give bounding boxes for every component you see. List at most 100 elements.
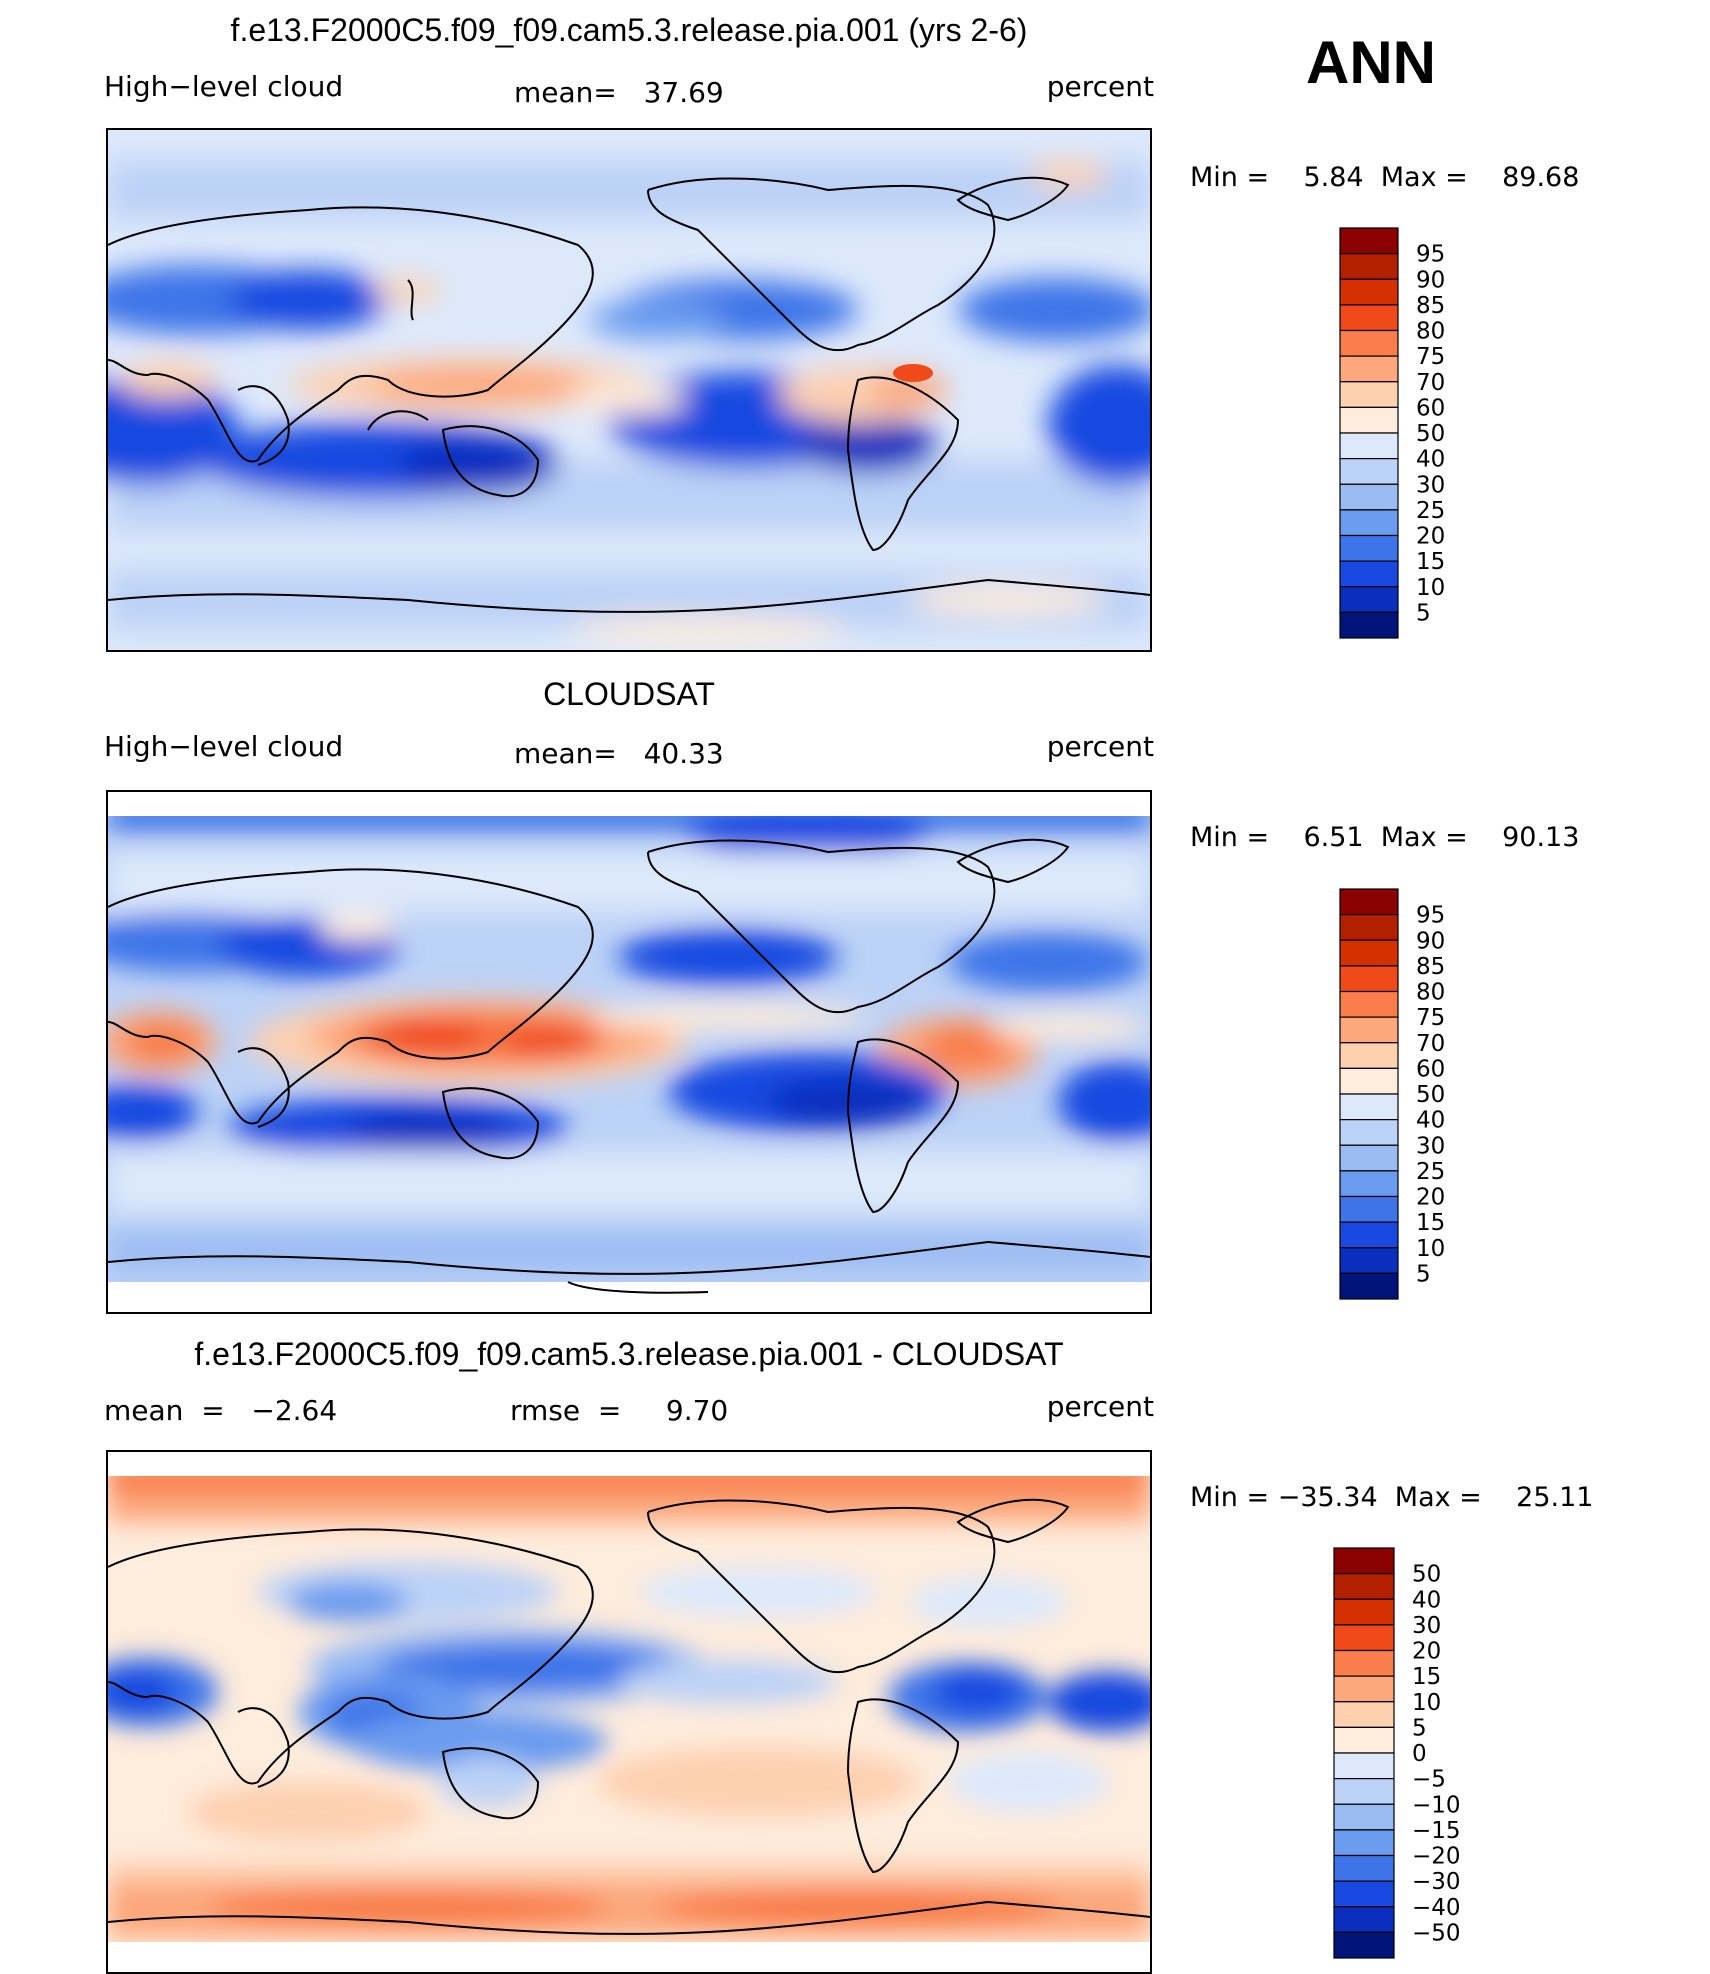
panel-3-mean-label: mean = −2.64	[104, 1394, 338, 1427]
colorbar-swatch	[1339, 1042, 1399, 1069]
colorbar-tick-label: 60	[1416, 395, 1445, 421]
colorbar-tick-label: 5	[1416, 600, 1431, 626]
colorbar-swatch	[1339, 406, 1399, 434]
colorbar-tick-label: 20	[1412, 1639, 1441, 1665]
colorbar-swatch	[1333, 1829, 1395, 1857]
colorbar-tick-label: 75	[1416, 1005, 1445, 1031]
colorbar-swatch	[1339, 1247, 1399, 1274]
colorbar-tick-label: 5	[1416, 1261, 1431, 1287]
colorbar-swatch	[1333, 1931, 1395, 1959]
colorbar-swatch	[1339, 611, 1399, 639]
colorbar-tick-label: 15	[1416, 549, 1445, 575]
colorbar-swatch	[1333, 1573, 1395, 1600]
panel-3-title: f.e13.F2000C5.f09_f09.cam5.3.release.pia…	[194, 1336, 1064, 1372]
colorbar-swatch	[1333, 1649, 1395, 1677]
panel-3-map	[106, 1450, 1152, 1974]
colorbar-swatch	[1333, 1752, 1395, 1780]
colorbar-swatch	[1333, 1880, 1395, 1908]
colorbar-tick-label: 15	[1416, 1210, 1445, 1236]
colorbar-tick-label: 40	[1416, 447, 1445, 473]
colorbar-tick-label: 50	[1412, 1562, 1441, 1588]
panel-3-coastlines	[108, 1498, 1150, 1935]
colorbar-swatch	[1333, 1624, 1395, 1652]
panel-3-colorbar: 50 40 30 20 15 10 5 0 −5 −10 −15 −20 −30 −40 −50	[1333, 1547, 1461, 1969]
colorbar-tick-label: 40	[1412, 1587, 1441, 1613]
colorbar-tick-label: 20	[1416, 1185, 1445, 1211]
colorbar-tick-label: 30	[1412, 1613, 1441, 1639]
colorbar-tick-label: 0	[1412, 1741, 1427, 1767]
colorbar-tick-label: 5	[1412, 1715, 1427, 1741]
colorbar-tick-label: 10	[1416, 1236, 1445, 1262]
colorbar-swatch	[1339, 355, 1399, 383]
colorbar-swatch	[1339, 1144, 1399, 1172]
colorbar-swatch	[1339, 1119, 1399, 1146]
colorbar-tick-label: 50	[1416, 1082, 1445, 1108]
colorbar-swatch	[1339, 965, 1399, 993]
colorbar-tick-label: 30	[1416, 1133, 1445, 1159]
colorbar-tick-label: 90	[1416, 928, 1445, 954]
panel-2-colorbar: 95 90 85 80 75 70 60 50 40 30 25 20 15 10 5	[1339, 888, 1445, 1310]
colorbar-swatch	[1339, 381, 1399, 408]
colorbar-swatch	[1333, 1906, 1395, 1933]
colorbar-swatch	[1333, 1547, 1395, 1575]
colorbar-tick-label: 15	[1412, 1664, 1441, 1690]
colorbar-tick-label: 80	[1416, 980, 1445, 1006]
colorbar-swatch	[1339, 534, 1399, 562]
colorbar-tick-label: 10	[1412, 1690, 1441, 1716]
colorbar-tick-label: 70	[1416, 370, 1445, 396]
panel-2-field	[108, 816, 1150, 1272]
colorbar-swatch	[1339, 939, 1399, 967]
colorbar-tick-label: 50	[1416, 421, 1445, 447]
colorbar-swatch	[1333, 1675, 1395, 1703]
season-label: ANN	[1306, 29, 1436, 96]
colorbar-swatch	[1339, 329, 1399, 357]
colorbar-tick-label: −5	[1412, 1767, 1446, 1793]
colorbar-tick-label: 40	[1416, 1108, 1445, 1134]
panel-1-map-svg	[108, 130, 1150, 650]
colorbar-tick-label: −50	[1412, 1920, 1461, 1946]
colorbar-tick-label: 10	[1416, 575, 1445, 601]
colorbar-swatch	[1333, 1854, 1395, 1882]
colorbar-swatch	[1333, 1778, 1395, 1805]
colorbar-tick-label: −40	[1412, 1895, 1461, 1921]
colorbar-tick-label: 25	[1416, 1159, 1445, 1185]
colorbar-swatch	[1339, 586, 1399, 613]
colorbar-swatch	[1339, 990, 1399, 1018]
panel-1-mean-label: mean= 37.69	[514, 76, 724, 109]
colorbar-swatch	[1333, 1803, 1395, 1831]
colorbar-swatch	[1339, 304, 1399, 332]
colorbar-swatch	[1339, 253, 1399, 280]
colorbar-swatch	[1339, 1170, 1399, 1198]
colorbar-tick-label: 60	[1416, 1056, 1445, 1082]
panel-3-rmse-label: rmse = 9.70	[510, 1394, 729, 1427]
panel-3-units-label: percent	[1046, 1390, 1154, 1423]
colorbar-swatch	[1339, 278, 1399, 306]
colorbar-tick-label: 75	[1416, 344, 1445, 370]
colorbar-tick-label: 85	[1416, 293, 1445, 319]
panel-1-map	[106, 128, 1152, 652]
panel-1-title: f.e13.F2000C5.f09_f09.cam5.3.release.pia…	[230, 12, 1028, 48]
colorbar-swatch	[1339, 888, 1399, 916]
panel-2-field-area	[108, 816, 1150, 1282]
panel-3-map-svg	[108, 1476, 1150, 1942]
panel-2-title: CLOUDSAT	[543, 676, 715, 712]
panel-2-units-label: percent	[1046, 730, 1154, 763]
colorbar-tick-label: 80	[1416, 319, 1445, 345]
colorbar-swatch	[1333, 1701, 1395, 1728]
colorbar-swatch	[1339, 1093, 1399, 1121]
panel-1-variable-label: High−level cloud	[104, 70, 344, 103]
panel-1-minmax: Min = 5.84 Max = 89.68	[1190, 162, 1580, 193]
panel-2-mean-label: mean= 40.33	[514, 737, 724, 770]
colorbar-tick-label: 25	[1416, 498, 1445, 524]
panel-1-maximum-spot	[893, 364, 933, 382]
panel-3-field-area	[108, 1476, 1150, 1942]
panel-3-minmax: Min = −35.34 Max = 25.11	[1190, 1482, 1594, 1513]
colorbar-swatch	[1339, 1272, 1399, 1300]
colorbar-swatch	[1339, 432, 1399, 460]
panel-1-coastlines	[108, 176, 1150, 613]
colorbar-swatch	[1339, 509, 1399, 537]
colorbar-swatch	[1339, 1067, 1399, 1095]
panel-1-colorbar: 95 90 85 80 75 70 60 50 40 30 25 20 15 10 5	[1339, 227, 1445, 649]
